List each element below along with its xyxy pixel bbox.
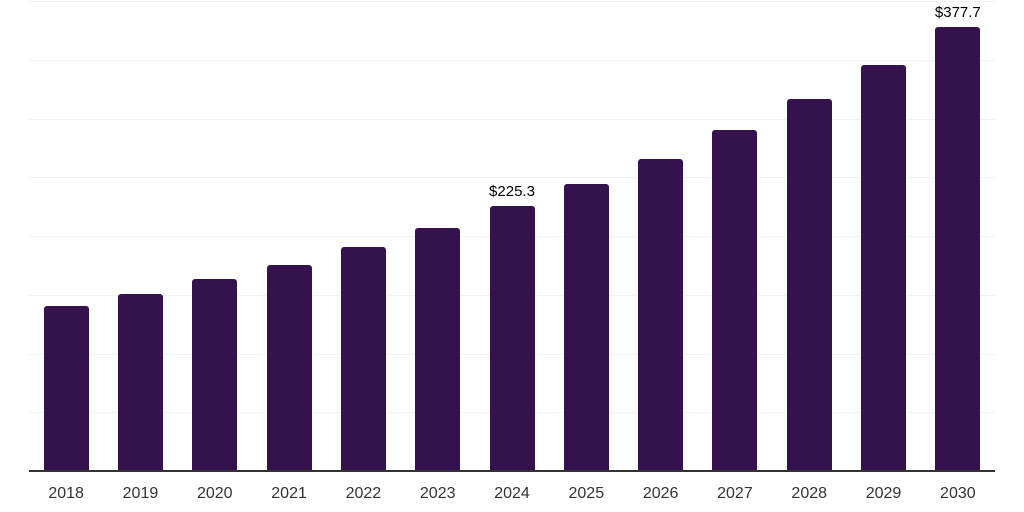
x-tick-label-2018: 2018	[48, 485, 84, 502]
gridline-250	[29, 177, 995, 179]
data-label-2030: $377.7	[934, 4, 981, 22]
bar-2027[interactable]	[712, 130, 758, 471]
x-tick-label-2025: 2025	[568, 485, 605, 502]
bar-2030[interactable]	[935, 27, 981, 471]
x-tick-label-2026: 2026	[642, 485, 679, 502]
bar-2029[interactable]	[861, 65, 907, 471]
gridline-350	[29, 59, 995, 61]
x-tick-label-2029: 2029	[865, 485, 902, 502]
x-tick-label-2021: 2021	[271, 485, 307, 502]
x-tick-label-2024: 2024	[494, 485, 530, 502]
bar-2022[interactable]	[340, 246, 386, 471]
bar-2020[interactable]	[192, 279, 238, 471]
x-tick-label-2022: 2022	[345, 485, 382, 502]
bar-2028[interactable]	[786, 98, 832, 471]
x-tick-label-2027: 2027	[717, 485, 753, 502]
x-tick-label-2023: 2023	[419, 485, 456, 502]
bar-2021[interactable]	[266, 264, 312, 471]
bar-2024[interactable]	[489, 206, 535, 471]
bar-2026[interactable]	[638, 158, 684, 471]
x-axis-line	[29, 470, 995, 472]
data-label-2024: $225.3	[489, 183, 535, 201]
x-tick-label-2030: 2030	[940, 485, 976, 502]
x-tick-label-2020: 2020	[196, 485, 233, 502]
bar-2018[interactable]	[43, 306, 89, 471]
bar-2023[interactable]	[415, 227, 461, 471]
x-tick-label-2019: 2019	[122, 485, 159, 502]
x-tick-label-2028: 2028	[791, 485, 828, 502]
bar-2019[interactable]	[117, 293, 163, 471]
gridline-300	[29, 118, 995, 120]
bar-2025[interactable]	[563, 183, 609, 471]
gridline-400	[29, 1, 995, 2]
